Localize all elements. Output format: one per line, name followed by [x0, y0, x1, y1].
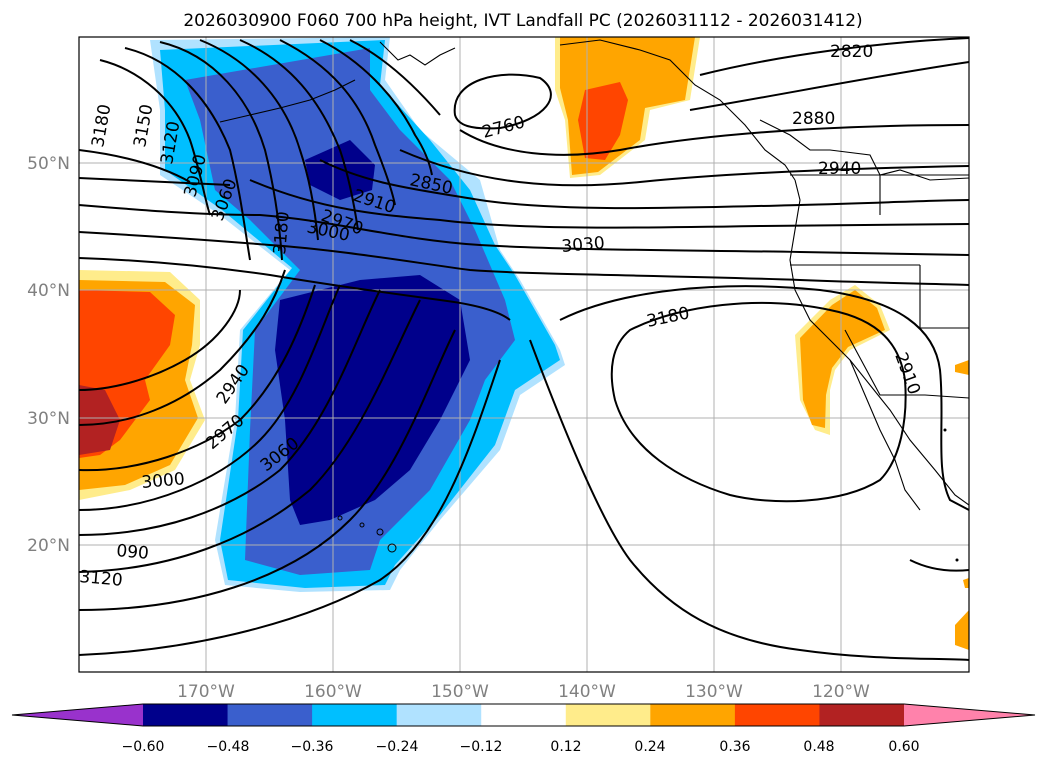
colorbar-tick-label: 0.36: [719, 739, 750, 755]
colorbar-tick-label: −0.12: [460, 739, 503, 755]
contour-label: 2940: [818, 159, 861, 179]
figure-title: 2026030900 F060 700 hPa height, IVT Land…: [183, 11, 862, 31]
colorbar-segment: [396, 704, 482, 726]
colorbar-over-extension: [904, 704, 1035, 726]
colorbar-tick-label: 0.48: [803, 739, 834, 755]
colorbar-tick-label: −0.36: [291, 739, 334, 755]
contour-label: 3030: [561, 233, 606, 257]
lon-label: 140°W: [558, 682, 616, 702]
colorbar-segment: [312, 704, 398, 726]
graticule: [79, 37, 969, 672]
contour-label: 3120: [79, 567, 124, 591]
colorbar-segment: [481, 704, 567, 726]
lat-label: 30°N: [27, 409, 70, 429]
map-frame: [78, 36, 970, 673]
lat-axis-labels: 50°N 40°N 30°N 20°N: [27, 154, 70, 556]
colorbar-segment: [734, 704, 820, 726]
lon-label: 150°W: [431, 682, 489, 702]
colorbar-tick-label: 0.12: [550, 739, 581, 755]
contour-label: 3180: [270, 211, 294, 256]
lat-label: 50°N: [27, 154, 70, 174]
colorbar-tick-label: 0.24: [634, 739, 665, 755]
lon-label: 160°W: [304, 682, 362, 702]
contour-label: 2820: [830, 42, 873, 62]
coastlines: [219, 39, 969, 562]
colorbar-segment: [650, 704, 736, 726]
colorbar-tick-label: 0.60: [888, 739, 919, 755]
colorbar-tick-label: −0.60: [122, 739, 165, 755]
colorbar-segment: [819, 704, 905, 726]
map-area: 2820 2880 2940 2760 2850 2910 2970 3000 …: [79, 37, 969, 672]
colorbar-segment: [565, 704, 651, 726]
colorbar-tick-label: −0.24: [376, 739, 419, 755]
colorbar-segments: [143, 704, 905, 726]
colorbar-segment: [227, 704, 313, 726]
lat-label: 20°N: [27, 536, 70, 556]
ivt-positive-shading: [79, 37, 969, 650]
colorbar-tick-labels: −0.60 −0.48 −0.36 −0.24 −0.12 0.12 0.24 …: [122, 739, 920, 755]
contour-label: 090: [116, 541, 150, 564]
lon-label: 130°W: [685, 682, 743, 702]
ivt-negative-shading: [150, 37, 565, 592]
lon-label: 170°W: [177, 682, 235, 702]
lat-label: 40°N: [27, 281, 70, 301]
lon-axis-labels: 170°W 160°W 150°W 140°W 130°W 120°W: [177, 682, 870, 702]
colorbar-under-extension: [12, 704, 143, 726]
colorbar-tick-label: −0.48: [207, 739, 250, 755]
height-contours: [79, 37, 969, 661]
contour-label: 3000: [141, 469, 186, 493]
colorbar-segment: [143, 704, 229, 726]
lon-label: 120°W: [812, 682, 870, 702]
contour-label: 2880: [792, 109, 835, 129]
colorbar: −0.60 −0.48 −0.36 −0.24 −0.12 0.12 0.24 …: [11, 703, 1036, 755]
